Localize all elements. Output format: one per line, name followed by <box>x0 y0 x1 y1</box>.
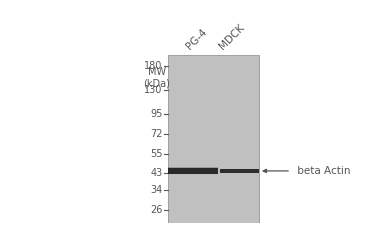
Text: PG-4: PG-4 <box>184 27 209 52</box>
Text: 55: 55 <box>150 149 163 159</box>
Text: 26: 26 <box>151 205 163 215</box>
Bar <box>168 55 259 222</box>
Bar <box>168 168 218 173</box>
Text: 130: 130 <box>144 85 163 95</box>
Text: MW
(kDa): MW (kDa) <box>143 67 170 88</box>
Text: 43: 43 <box>151 168 163 178</box>
Text: 95: 95 <box>151 109 163 119</box>
Text: beta Actin: beta Actin <box>263 166 350 176</box>
Text: 180: 180 <box>144 61 163 71</box>
Text: 72: 72 <box>150 129 163 139</box>
Bar <box>168 167 218 168</box>
Text: 34: 34 <box>151 185 163 195</box>
Bar <box>220 169 259 173</box>
Text: MDCK: MDCK <box>218 22 247 52</box>
